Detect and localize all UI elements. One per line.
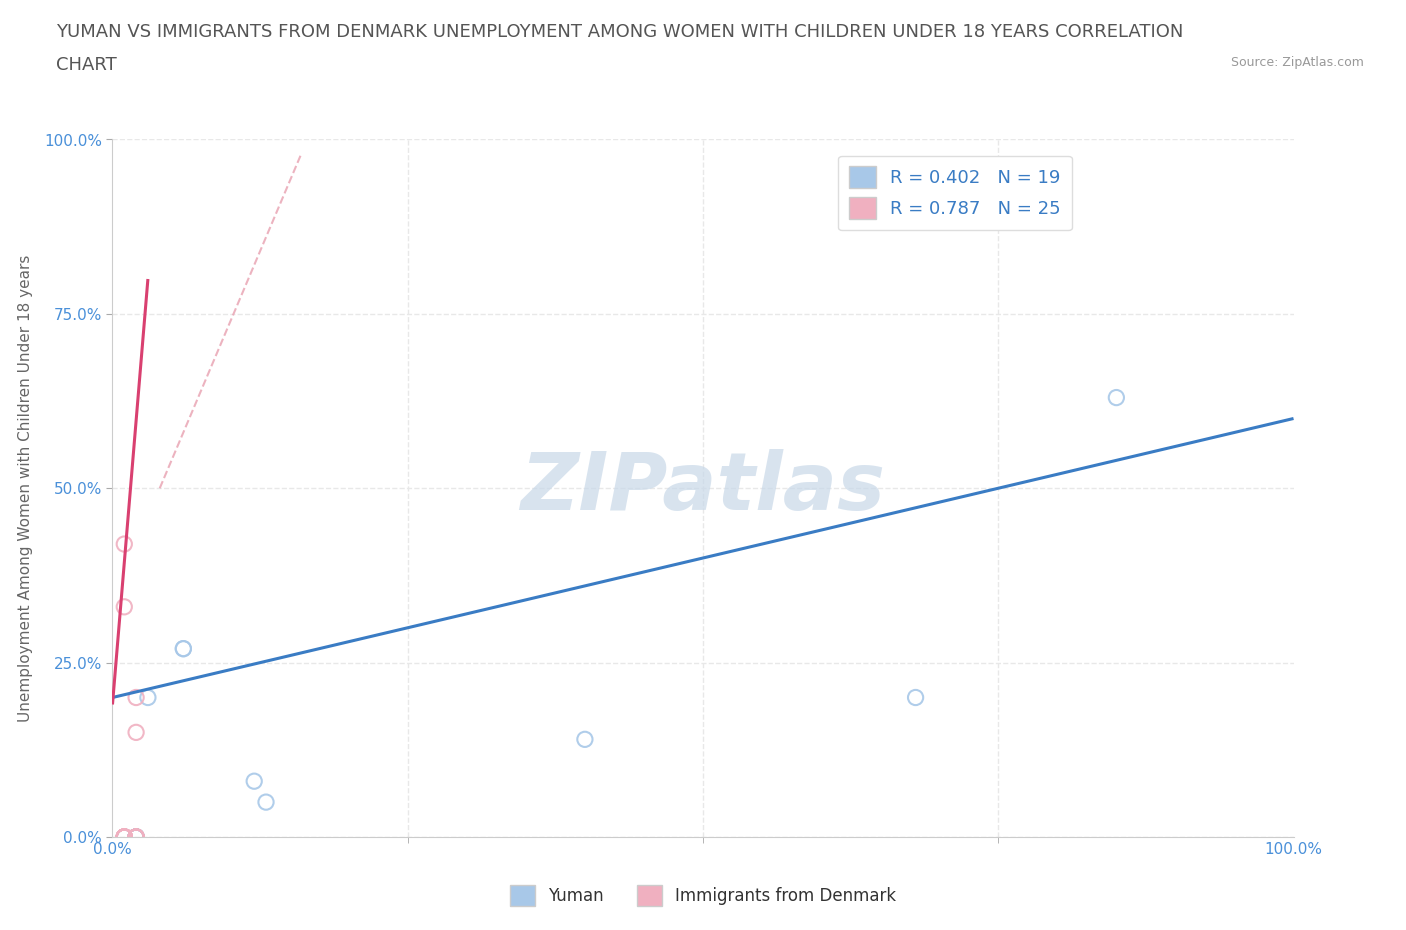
- Point: [112, 600, 135, 615]
- Point: [125, 830, 148, 844]
- Point: [112, 830, 135, 844]
- Point: [243, 774, 266, 789]
- Point: [125, 830, 148, 844]
- Point: [112, 830, 135, 844]
- Legend: R = 0.402   N = 19, R = 0.787   N = 25: R = 0.402 N = 19, R = 0.787 N = 25: [838, 155, 1071, 231]
- Point: [125, 830, 148, 844]
- Point: [112, 830, 135, 844]
- Text: YUMAN VS IMMIGRANTS FROM DENMARK UNEMPLOYMENT AMONG WOMEN WITH CHILDREN UNDER 18: YUMAN VS IMMIGRANTS FROM DENMARK UNEMPLO…: [56, 23, 1184, 41]
- Point: [125, 830, 148, 844]
- Point: [172, 642, 194, 657]
- Text: ZIPatlas: ZIPatlas: [520, 449, 886, 527]
- Point: [112, 830, 135, 844]
- Point: [112, 830, 135, 844]
- Point: [254, 794, 277, 809]
- Point: [112, 830, 135, 844]
- Point: [125, 690, 148, 705]
- Point: [574, 732, 596, 747]
- Point: [112, 830, 135, 844]
- Point: [112, 830, 135, 844]
- Point: [125, 830, 148, 844]
- Point: [125, 830, 148, 844]
- Point: [112, 537, 135, 551]
- Point: [1105, 391, 1128, 405]
- Point: [125, 830, 148, 844]
- Point: [112, 830, 135, 844]
- Y-axis label: Unemployment Among Women with Children Under 18 years: Unemployment Among Women with Children U…: [18, 255, 32, 722]
- Point: [125, 830, 148, 844]
- Point: [136, 690, 159, 705]
- Point: [125, 725, 148, 740]
- Legend: Yuman, Immigrants from Denmark: Yuman, Immigrants from Denmark: [503, 879, 903, 912]
- Point: [112, 830, 135, 844]
- Point: [125, 830, 148, 844]
- Text: Source: ZipAtlas.com: Source: ZipAtlas.com: [1230, 56, 1364, 69]
- Point: [904, 690, 927, 705]
- Point: [125, 830, 148, 844]
- Point: [125, 830, 148, 844]
- Point: [172, 642, 194, 657]
- Point: [125, 830, 148, 844]
- Point: [112, 830, 135, 844]
- Point: [112, 830, 135, 844]
- Point: [125, 830, 148, 844]
- Point: [125, 830, 148, 844]
- Point: [125, 830, 148, 844]
- Point: [125, 830, 148, 844]
- Point: [112, 830, 135, 844]
- Point: [112, 830, 135, 844]
- Text: CHART: CHART: [56, 56, 117, 73]
- Point: [125, 830, 148, 844]
- Point: [112, 830, 135, 844]
